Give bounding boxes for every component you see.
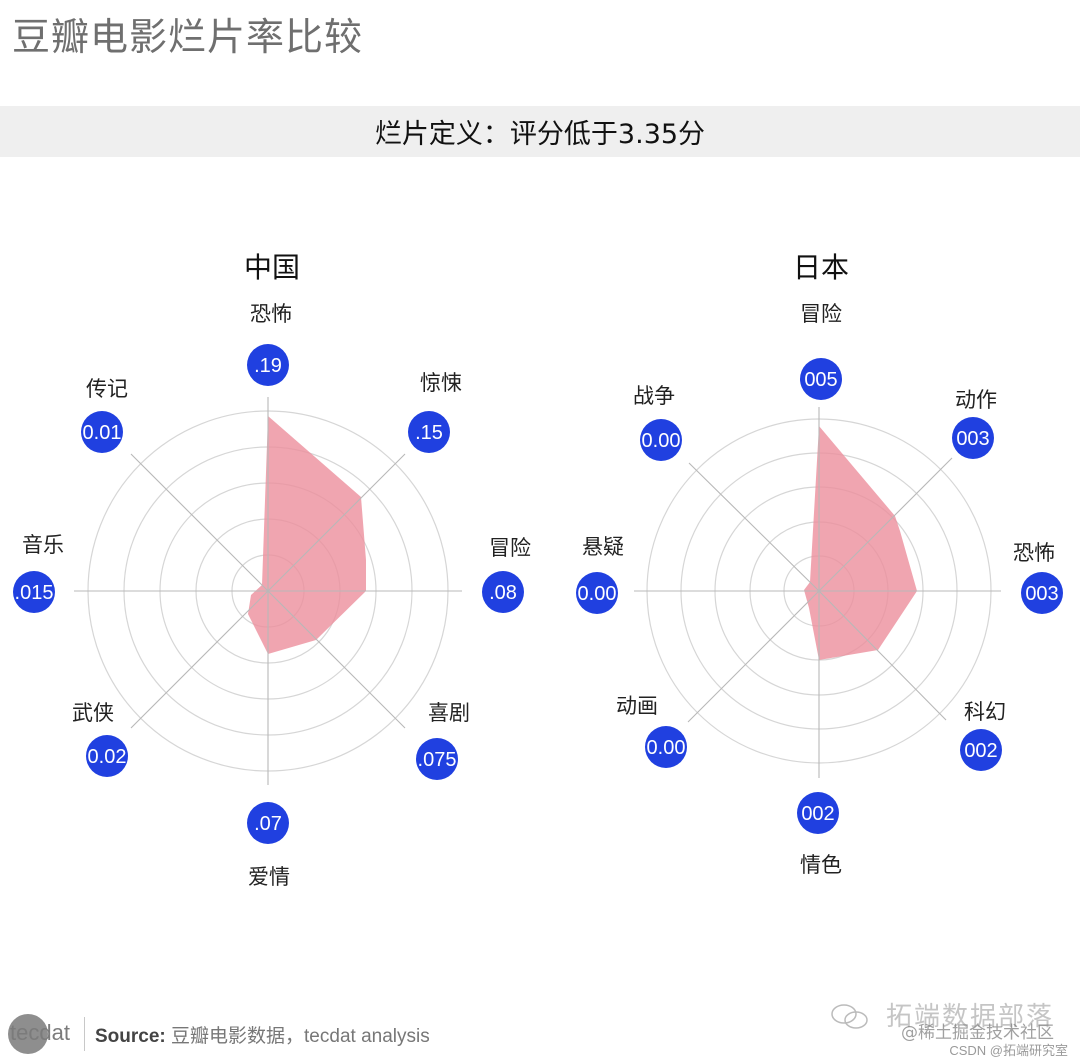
page-title: 豆瓣电影烂片率比较 — [12, 15, 364, 59]
definition-text: 烂片定义：评分低于3.35分 — [374, 119, 706, 150]
axis-label: 悬疑 — [582, 535, 624, 559]
watermark-tuoduan: 拓端数据部落 — [885, 1002, 1054, 1032]
source-label: Source: — [95, 1025, 166, 1047]
value-bubble: .15 — [408, 411, 450, 453]
value-bubble: 003 — [952, 417, 994, 459]
svg-text:.015: .015 — [15, 582, 54, 604]
value-bubble: 0.00 — [576, 572, 618, 614]
radar-japan: 日本 005 003 003 002 002 0.00 0.00 — [576, 251, 1063, 877]
value-bubbles-japan: 005 003 003 002 002 0.00 0.00 0.00 — [576, 358, 1063, 834]
value-bubble: .015 — [13, 571, 55, 613]
chart-title-china: 中国 — [244, 251, 300, 284]
axis-labels-japan: 冒险 动作 恐怖 科幻 情色 动画 悬疑 战争 — [582, 302, 1055, 877]
axis-label: 科幻 — [964, 700, 1006, 724]
svg-text:.075: .075 — [418, 749, 457, 771]
axis-label: 武侠 — [72, 701, 114, 725]
value-bubble: .075 — [416, 738, 458, 780]
svg-text:.15: .15 — [415, 422, 443, 444]
radar-china: 中国 .19 .15 .08 .075 .07 0.02 .015 — [13, 251, 531, 889]
svg-text:.07: .07 — [254, 813, 282, 835]
wechat-icon — [831, 1004, 868, 1029]
logo-text: tecdat — [10, 1020, 70, 1045]
value-bubble: 0.00 — [645, 726, 687, 768]
watermark-csdn: CSDN @拓端研究室 — [949, 1043, 1068, 1058]
axis-label: 喜剧 — [428, 701, 470, 725]
svg-text:005: 005 — [804, 369, 837, 391]
svg-text:002: 002 — [801, 803, 834, 825]
axis-label: 爱情 — [248, 865, 290, 889]
footer: tecdat Source: 豆瓣电影数据，tecdat analysis — [8, 1012, 430, 1056]
value-bubble: 0.00 — [640, 419, 682, 461]
value-bubble: .19 — [247, 344, 289, 386]
axis-label: 音乐 — [22, 533, 64, 557]
axis-label: 传记 — [86, 377, 128, 401]
value-bubble: 002 — [960, 729, 1002, 771]
axis-label: 战争 — [633, 384, 675, 408]
svg-text:.19: .19 — [254, 355, 282, 377]
svg-text:0.00: 0.00 — [642, 430, 681, 452]
source-line: Source: 豆瓣电影数据，tecdat analysis — [95, 1021, 430, 1048]
axis-labels-china: 恐怖 惊悚 冒险 喜剧 爱情 武侠 音乐 传记 — [22, 302, 531, 889]
svg-text:0.02: 0.02 — [88, 746, 127, 768]
axis-label: 冒险 — [489, 536, 531, 560]
radar-area-china — [248, 416, 366, 654]
footer-divider — [84, 1017, 85, 1051]
value-bubble: 005 — [800, 358, 842, 400]
axis-label: 冒险 — [800, 302, 842, 326]
svg-text:0.00: 0.00 — [578, 583, 617, 605]
value-bubble: 0.01 — [81, 411, 123, 453]
svg-text:002: 002 — [964, 740, 997, 762]
value-bubbles-china: .19 .15 .08 .075 .07 0.02 .015 0.01 — [13, 344, 524, 844]
source-text: 豆瓣电影数据，tecdat analysis — [171, 1025, 430, 1047]
svg-text:0.00: 0.00 — [647, 737, 686, 759]
svg-text:003: 003 — [1025, 583, 1058, 605]
svg-text:0.01: 0.01 — [83, 422, 122, 444]
axis-label: 惊悚 — [420, 371, 462, 395]
definition-banner: 烂片定义：评分低于3.35分 — [0, 106, 1080, 157]
axis-label: 动作 — [955, 388, 997, 412]
value-bubble: .07 — [247, 802, 289, 844]
radar-area-japan — [804, 426, 917, 660]
value-bubble: 002 — [797, 792, 839, 834]
value-bubble: 0.02 — [86, 735, 128, 777]
axis-label: 动画 — [616, 694, 658, 718]
tecdat-logo: tecdat — [8, 1014, 78, 1054]
axis-label: 恐怖 — [250, 302, 292, 326]
axis-label: 恐怖 — [1013, 541, 1055, 565]
chart-title-japan: 日本 — [793, 251, 849, 284]
watermark-juejin: @稀土掘金技术社区 — [901, 1023, 1054, 1043]
value-bubble: .08 — [482, 571, 524, 613]
axes — [634, 407, 1001, 778]
svg-text:.08: .08 — [489, 582, 517, 604]
axis-label: 情色 — [800, 853, 842, 877]
axes — [74, 397, 462, 785]
svg-text:003: 003 — [956, 428, 989, 450]
value-bubble: 003 — [1021, 572, 1063, 614]
